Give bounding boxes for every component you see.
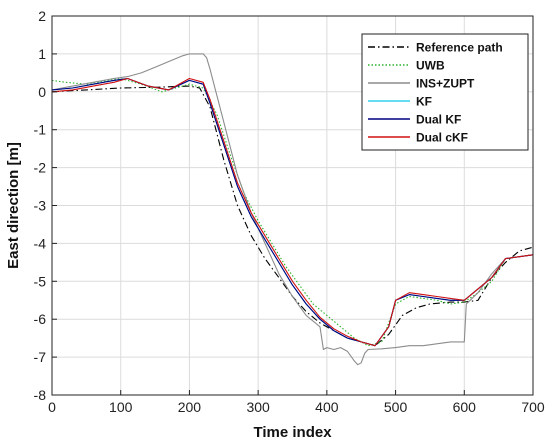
legend-label-2: INS+ZUPT bbox=[416, 77, 475, 91]
series-line-0 bbox=[51, 85, 534, 347]
series-line-2 bbox=[51, 53, 534, 366]
x-tick-label: 200 bbox=[178, 399, 202, 415]
plot-series bbox=[51, 53, 534, 366]
y-tick-label: -7 bbox=[34, 349, 47, 365]
y-tick-label: -3 bbox=[34, 198, 47, 214]
x-tick-label: 600 bbox=[453, 399, 477, 415]
y-tick-label: -6 bbox=[34, 311, 47, 327]
legend-label-0: Reference path bbox=[416, 41, 503, 55]
legend-label-1: UWB bbox=[416, 59, 445, 73]
y-tick-label: 1 bbox=[38, 46, 46, 62]
legend-box bbox=[361, 33, 529, 151]
y-tick-label: -2 bbox=[34, 160, 47, 176]
legend: Reference path UWB INS+ZUPT KF Dual KF Dual c… bbox=[361, 33, 529, 151]
x-tick-label: 500 bbox=[384, 399, 408, 415]
x-tick-label: 100 bbox=[109, 399, 133, 415]
x-tick-label: 300 bbox=[246, 399, 270, 415]
x-tick-label: 0 bbox=[48, 399, 56, 415]
y-axis-title: East direction [m] bbox=[5, 142, 22, 269]
x-tick-label: 700 bbox=[521, 399, 545, 415]
y-tick-label: 2 bbox=[38, 8, 46, 24]
y-tick-label: -5 bbox=[34, 273, 47, 289]
axis-ticks: 0 100 200 300 400 500 600 700 -8 -7 -6 -5 -4 -3 -2 -1 0 1… bbox=[34, 8, 545, 415]
y-tick-label: -1 bbox=[34, 122, 47, 138]
legend-label-5: Dual cKF bbox=[416, 131, 468, 145]
legend-label-3: KF bbox=[416, 95, 432, 109]
x-axis-title: Time index bbox=[253, 424, 332, 441]
y-tick-label: -8 bbox=[34, 387, 47, 403]
series-line-1 bbox=[51, 77, 534, 347]
y-tick-label: -4 bbox=[34, 235, 47, 251]
legend-label-4: Dual KF bbox=[416, 113, 461, 127]
x-tick-label: 400 bbox=[315, 399, 339, 415]
series-line-5 bbox=[51, 77, 534, 347]
y-tick-label: 0 bbox=[38, 84, 46, 100]
